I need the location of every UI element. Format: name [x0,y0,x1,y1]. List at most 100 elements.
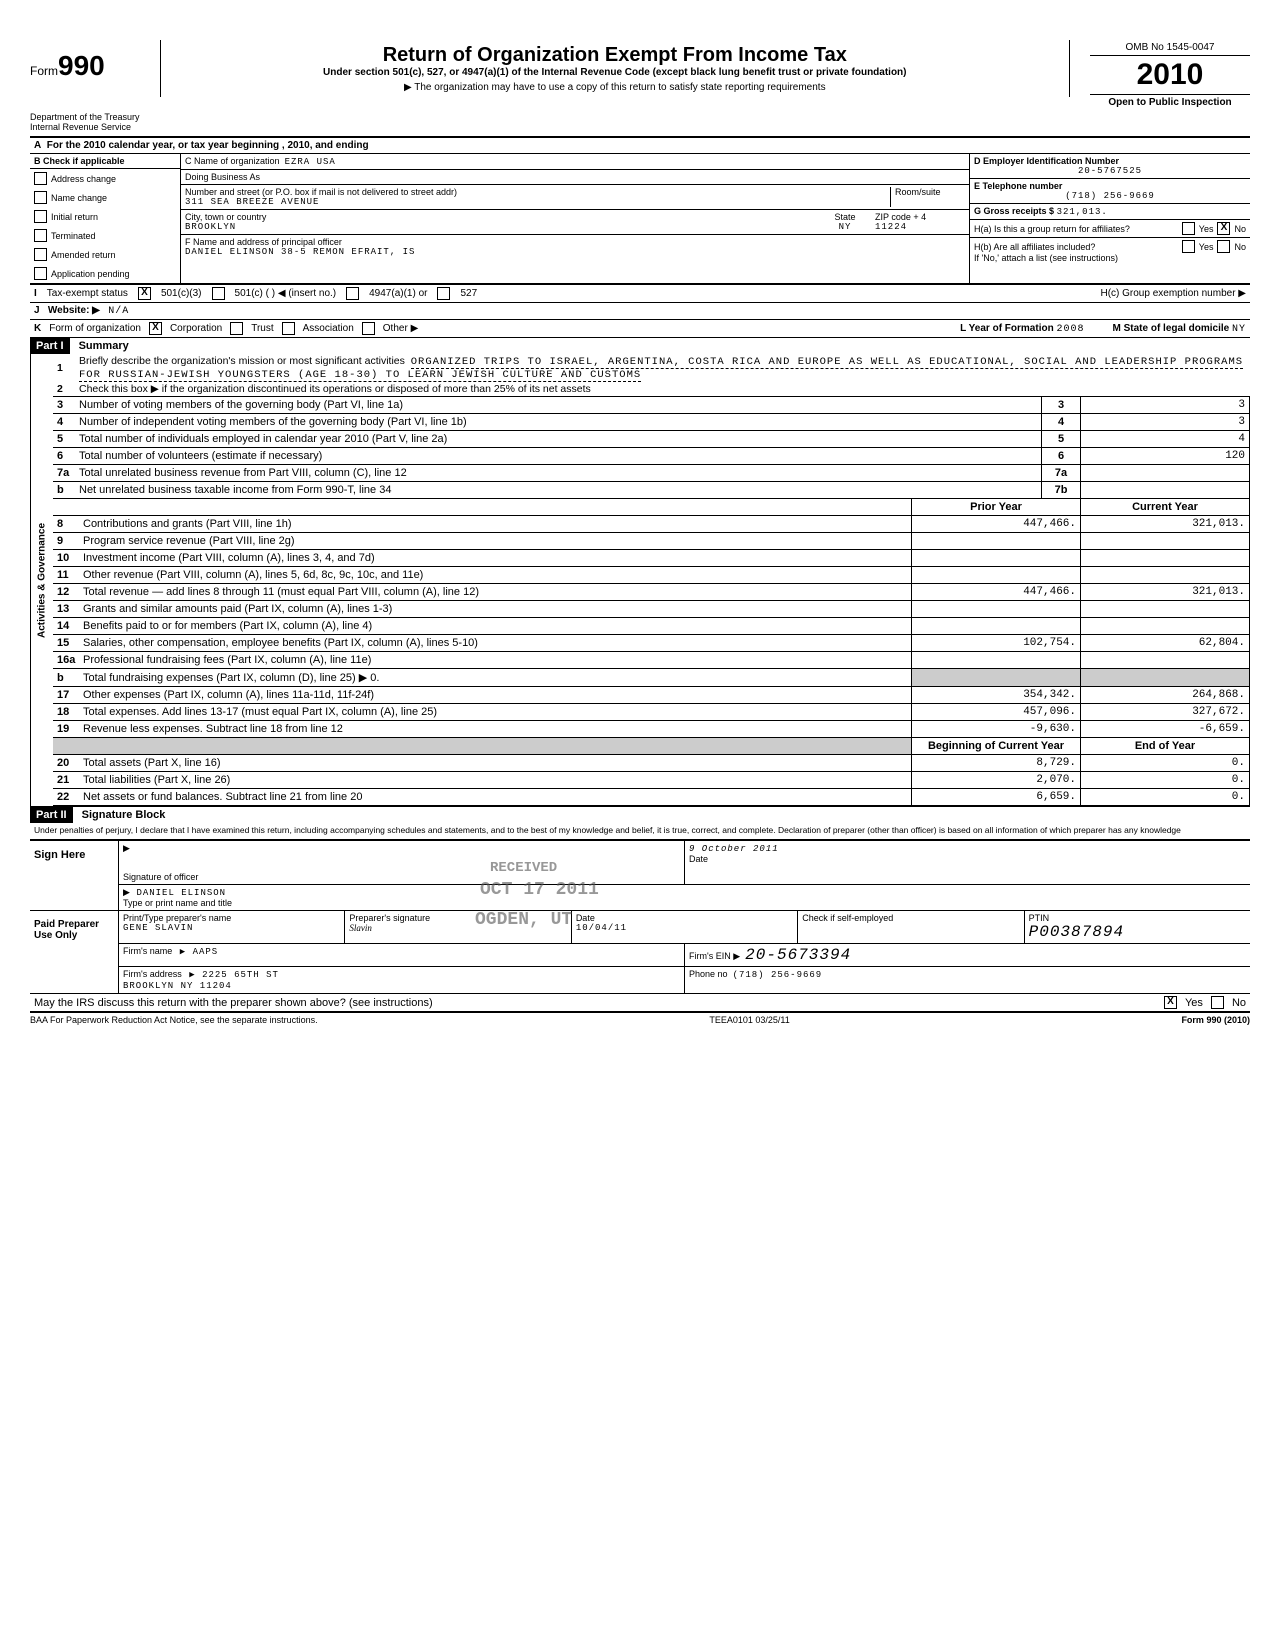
lbl-initial-return: Initial return [51,212,98,222]
c-name-label: C Name of organization [185,156,280,166]
k-assoc-lbl: Association [303,323,354,334]
hb-no[interactable] [1217,240,1230,253]
discuss-yes-lbl: Yes [1185,997,1203,1009]
k-trust-lbl: Trust [251,323,273,334]
col-c: C Name of organization EZRA USA Doing Bu… [181,154,970,283]
lbl-amended: Amended return [51,250,116,260]
zip-label: ZIP code + 4 [875,212,965,222]
firm-phone: (718) 256-9669 [733,970,823,980]
e-label: E Telephone number [974,181,1246,191]
i-4947[interactable] [346,287,359,300]
officer-name: DANIEL ELINSON [136,888,226,898]
vlabel-governance: Activities & Governance [30,354,53,806]
lbl-address-change: Address change [51,174,116,184]
summary-row: 9Program service revenue (Part VIII, lin… [53,533,1250,550]
firm-ein: 20-5673394 [745,946,851,964]
k-trust[interactable] [230,322,243,335]
th-current-year: Current Year [1081,499,1250,516]
discuss-no[interactable] [1211,996,1224,1009]
lbl-name-change: Name change [51,193,107,203]
chk-address-change[interactable] [34,172,47,185]
firm-addr: ▶ 2225 65TH ST [189,970,279,980]
k-other[interactable] [362,322,375,335]
footer-left: BAA For Paperwork Reduction Act Notice, … [30,1015,318,1025]
summary-row: 21Total liabilities (Part X, line 26)2,0… [53,772,1250,789]
stamp-date: OCT 17 2011 [480,880,599,900]
chk-name-change[interactable] [34,191,47,204]
line2-text: Check this box ▶ if the organization dis… [79,383,1246,395]
i-501c3[interactable]: X [138,287,151,300]
right-block: OMB No 1545-0047 2010 Open to Public Ins… [1090,40,1250,110]
street-value: 311 SEA BREEZE AVENUE [185,197,886,207]
room-label: Room/suite [891,187,965,207]
city-value: BROOKLYN [185,222,815,232]
th-boy: Beginning of Current Year [912,738,1081,755]
state-value: NY [815,222,875,232]
title-block: Return of Organization Exempt From Incom… [160,40,1070,97]
footer-mid: TEEA0101 03/25/11 [709,1015,789,1025]
prep-name-label: Print/Type preparer's name [123,913,340,923]
sig-date-label: Date [689,854,708,864]
k-corp[interactable]: X [149,322,162,335]
line-k: K Form of organization XCorporation Trus… [30,319,1250,338]
ha-yes[interactable] [1182,222,1195,235]
gov-row: 3Number of voting members of the governi… [53,397,1250,414]
gov-row: 7aTotal unrelated business revenue from … [53,465,1250,482]
discuss-yes[interactable]: X [1164,996,1177,1009]
summary-row: 13Grants and similar amounts paid (Part … [53,601,1250,618]
i-527[interactable] [437,287,450,300]
i-501c[interactable] [212,287,225,300]
gov-row: 6Total number of volunteers (estimate if… [53,448,1250,465]
m-label: M State of legal domicile [1113,323,1230,334]
ha-no-lbl: No [1234,224,1246,234]
form-number: 990 [58,50,105,81]
hb-note: If 'No,' attach a list (see instructions… [974,253,1246,263]
stamp-ogden: OGDEN, UT [475,910,572,930]
mission-label: Briefly describe the organization's miss… [79,355,405,367]
hc-label: H(c) Group exemption number ▶ [1100,288,1246,299]
part2-header: Part II [30,807,73,823]
ptin-value: P00387894 [1029,923,1246,941]
signature-block: Sign Here Signature of officer 9 October… [30,839,1250,1013]
city-label: City, town or country [185,212,815,222]
f-label: F Name and address of principal officer [185,237,965,247]
self-employed-label: Check if self-employed [802,913,893,923]
summary-row: 14Benefits paid to or for members (Part … [53,618,1250,635]
k-corp-lbl: Corporation [170,323,222,334]
header-bar: Form990 Department of the Treasury Inter… [30,40,1250,137]
summary-row: 20Total assets (Part X, line 16)8,729.0. [53,755,1250,772]
b-label: Check if applicable [43,156,125,166]
summary-row: 8Contributions and grants (Part VIII, li… [53,516,1250,533]
j-label: Website: ▶ [48,305,100,316]
ha-no[interactable]: X [1217,222,1230,235]
d-label: D Employer Identification Number [974,156,1246,166]
chk-app-pending[interactable] [34,267,47,280]
gov-row: 5Total number of individuals employed in… [53,431,1250,448]
chk-terminated[interactable] [34,229,47,242]
i-501c3-lbl: 501(c)(3) [161,288,202,299]
summary-row: 16aProfessional fundraising fees (Part I… [53,652,1250,669]
line-a: A For the 2010 calendar year, or tax yea… [30,137,1250,153]
i-4947-lbl: 4947(a)(1) or [369,288,427,299]
i-label: Tax-exempt status [47,288,128,299]
zip-value: 11224 [875,222,965,232]
col-right: D Employer Identification Number 20-5767… [970,154,1250,283]
hb-yes[interactable] [1182,240,1195,253]
stamp-received: RECEIVED [490,860,557,876]
chk-initial-return[interactable] [34,210,47,223]
form-id-block: Form990 Department of the Treasury Inter… [30,40,140,132]
website-value: N/A [108,306,129,317]
tax-year: 2010 [1090,56,1250,95]
ha-yes-lbl: Yes [1199,224,1214,234]
k-assoc[interactable] [282,322,295,335]
i-527-lbl: 527 [460,288,477,299]
summary-row: 19Revenue less expenses. Subtract line 1… [53,721,1250,738]
gross-receipts: 321,013. [1057,207,1108,217]
chk-amended[interactable] [34,248,47,261]
prep-date-label: Date [576,913,793,923]
m-value: NY [1232,324,1246,335]
firm-ein-label: Firm's EIN ▶ [689,951,740,961]
discuss-row: May the IRS discuss this return with the… [30,994,1250,1013]
form-title: Return of Organization Exempt From Incom… [169,44,1061,67]
ha-label: H(a) Is this a group return for affiliat… [974,224,1178,234]
